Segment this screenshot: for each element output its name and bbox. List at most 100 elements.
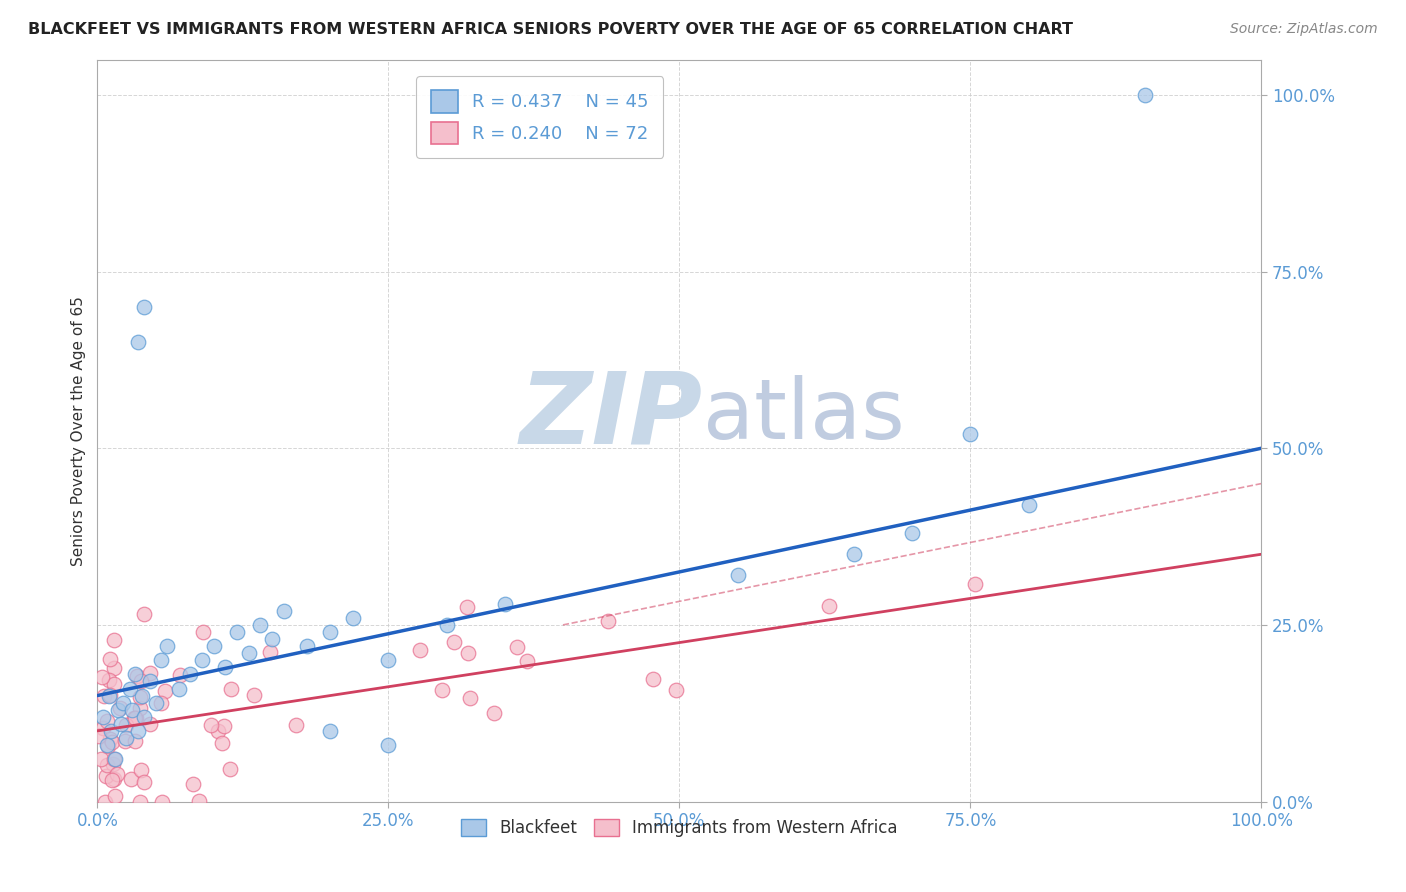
Point <box>200 718 222 732</box>
Point <box>103 756 125 771</box>
Point <box>96 758 118 772</box>
Point <box>457 647 479 661</box>
Point <box>90 670 112 684</box>
Point <box>319 723 342 738</box>
Point <box>221 682 243 697</box>
Point <box>191 653 214 667</box>
Point <box>1133 87 1156 102</box>
Point <box>103 661 125 675</box>
Point <box>377 738 399 752</box>
Text: ZIP: ZIP <box>520 368 703 464</box>
Point <box>482 706 505 720</box>
Point <box>132 774 155 789</box>
Point <box>103 789 125 804</box>
Point <box>132 300 155 314</box>
Point <box>98 731 121 746</box>
Point <box>129 673 152 688</box>
Point <box>138 674 160 689</box>
Point <box>818 599 841 614</box>
Point <box>285 717 308 731</box>
Point <box>260 632 283 646</box>
Point <box>342 611 364 625</box>
Point <box>121 703 143 717</box>
Text: BLACKFEET VS IMMIGRANTS FROM WESTERN AFRICA SENIORS POVERTY OVER THE AGE OF 65 C: BLACKFEET VS IMMIGRANTS FROM WESTERN AFR… <box>28 22 1073 37</box>
Point <box>436 618 458 632</box>
Point <box>901 526 924 541</box>
Point <box>377 653 399 667</box>
Point <box>91 710 114 724</box>
Point <box>129 701 152 715</box>
Point <box>87 729 110 743</box>
Point <box>120 772 142 787</box>
Point <box>458 690 481 705</box>
Point <box>98 688 121 702</box>
Point <box>108 700 131 714</box>
Point <box>96 738 118 752</box>
Point <box>124 710 146 724</box>
Point <box>103 677 125 691</box>
Point <box>432 683 454 698</box>
Point <box>506 640 529 654</box>
Point <box>100 773 122 788</box>
Point <box>150 795 173 809</box>
Point <box>214 660 236 674</box>
Point <box>443 635 465 649</box>
Point <box>96 714 118 728</box>
Point <box>249 618 271 632</box>
Point <box>516 654 538 668</box>
Point <box>643 672 665 686</box>
Point <box>727 568 749 582</box>
Point <box>295 639 318 653</box>
Text: Source: ZipAtlas.com: Source: ZipAtlas.com <box>1230 22 1378 37</box>
Point <box>110 716 132 731</box>
Point <box>91 721 114 735</box>
Point <box>103 632 125 647</box>
Point <box>129 795 152 809</box>
Point <box>114 734 136 748</box>
Point <box>105 767 128 781</box>
Point <box>965 577 987 591</box>
Point <box>131 689 153 703</box>
Point <box>219 762 242 776</box>
Point <box>93 689 115 703</box>
Point <box>124 734 146 748</box>
Point <box>94 795 117 809</box>
Point <box>124 711 146 725</box>
Point <box>183 777 205 791</box>
Point <box>149 696 172 710</box>
Point <box>211 736 233 750</box>
Point <box>107 703 129 717</box>
Point <box>596 614 619 628</box>
Point <box>139 665 162 680</box>
Point <box>273 604 295 618</box>
Legend: Blackfeet, Immigrants from Western Africa: Blackfeet, Immigrants from Western Afric… <box>453 810 905 846</box>
Point <box>103 772 125 787</box>
Point <box>111 696 134 710</box>
Point <box>238 646 260 660</box>
Point <box>226 624 249 639</box>
Point <box>842 547 865 561</box>
Point <box>98 689 121 703</box>
Point <box>115 731 138 745</box>
Point <box>202 639 225 653</box>
Point <box>127 723 149 738</box>
Point <box>319 624 342 639</box>
Point <box>1018 498 1040 512</box>
Point <box>409 643 432 657</box>
Point <box>124 711 146 725</box>
Text: atlas: atlas <box>703 376 904 456</box>
Point <box>153 683 176 698</box>
Point <box>97 673 120 687</box>
Point <box>132 607 155 621</box>
Point <box>132 710 155 724</box>
Point <box>129 690 152 705</box>
Point <box>104 752 127 766</box>
Point <box>156 639 179 653</box>
Point <box>959 427 981 442</box>
Point <box>191 624 214 639</box>
Point <box>145 696 167 710</box>
Point <box>242 689 264 703</box>
Point <box>124 667 146 681</box>
Point <box>259 645 281 659</box>
Point <box>98 651 121 665</box>
